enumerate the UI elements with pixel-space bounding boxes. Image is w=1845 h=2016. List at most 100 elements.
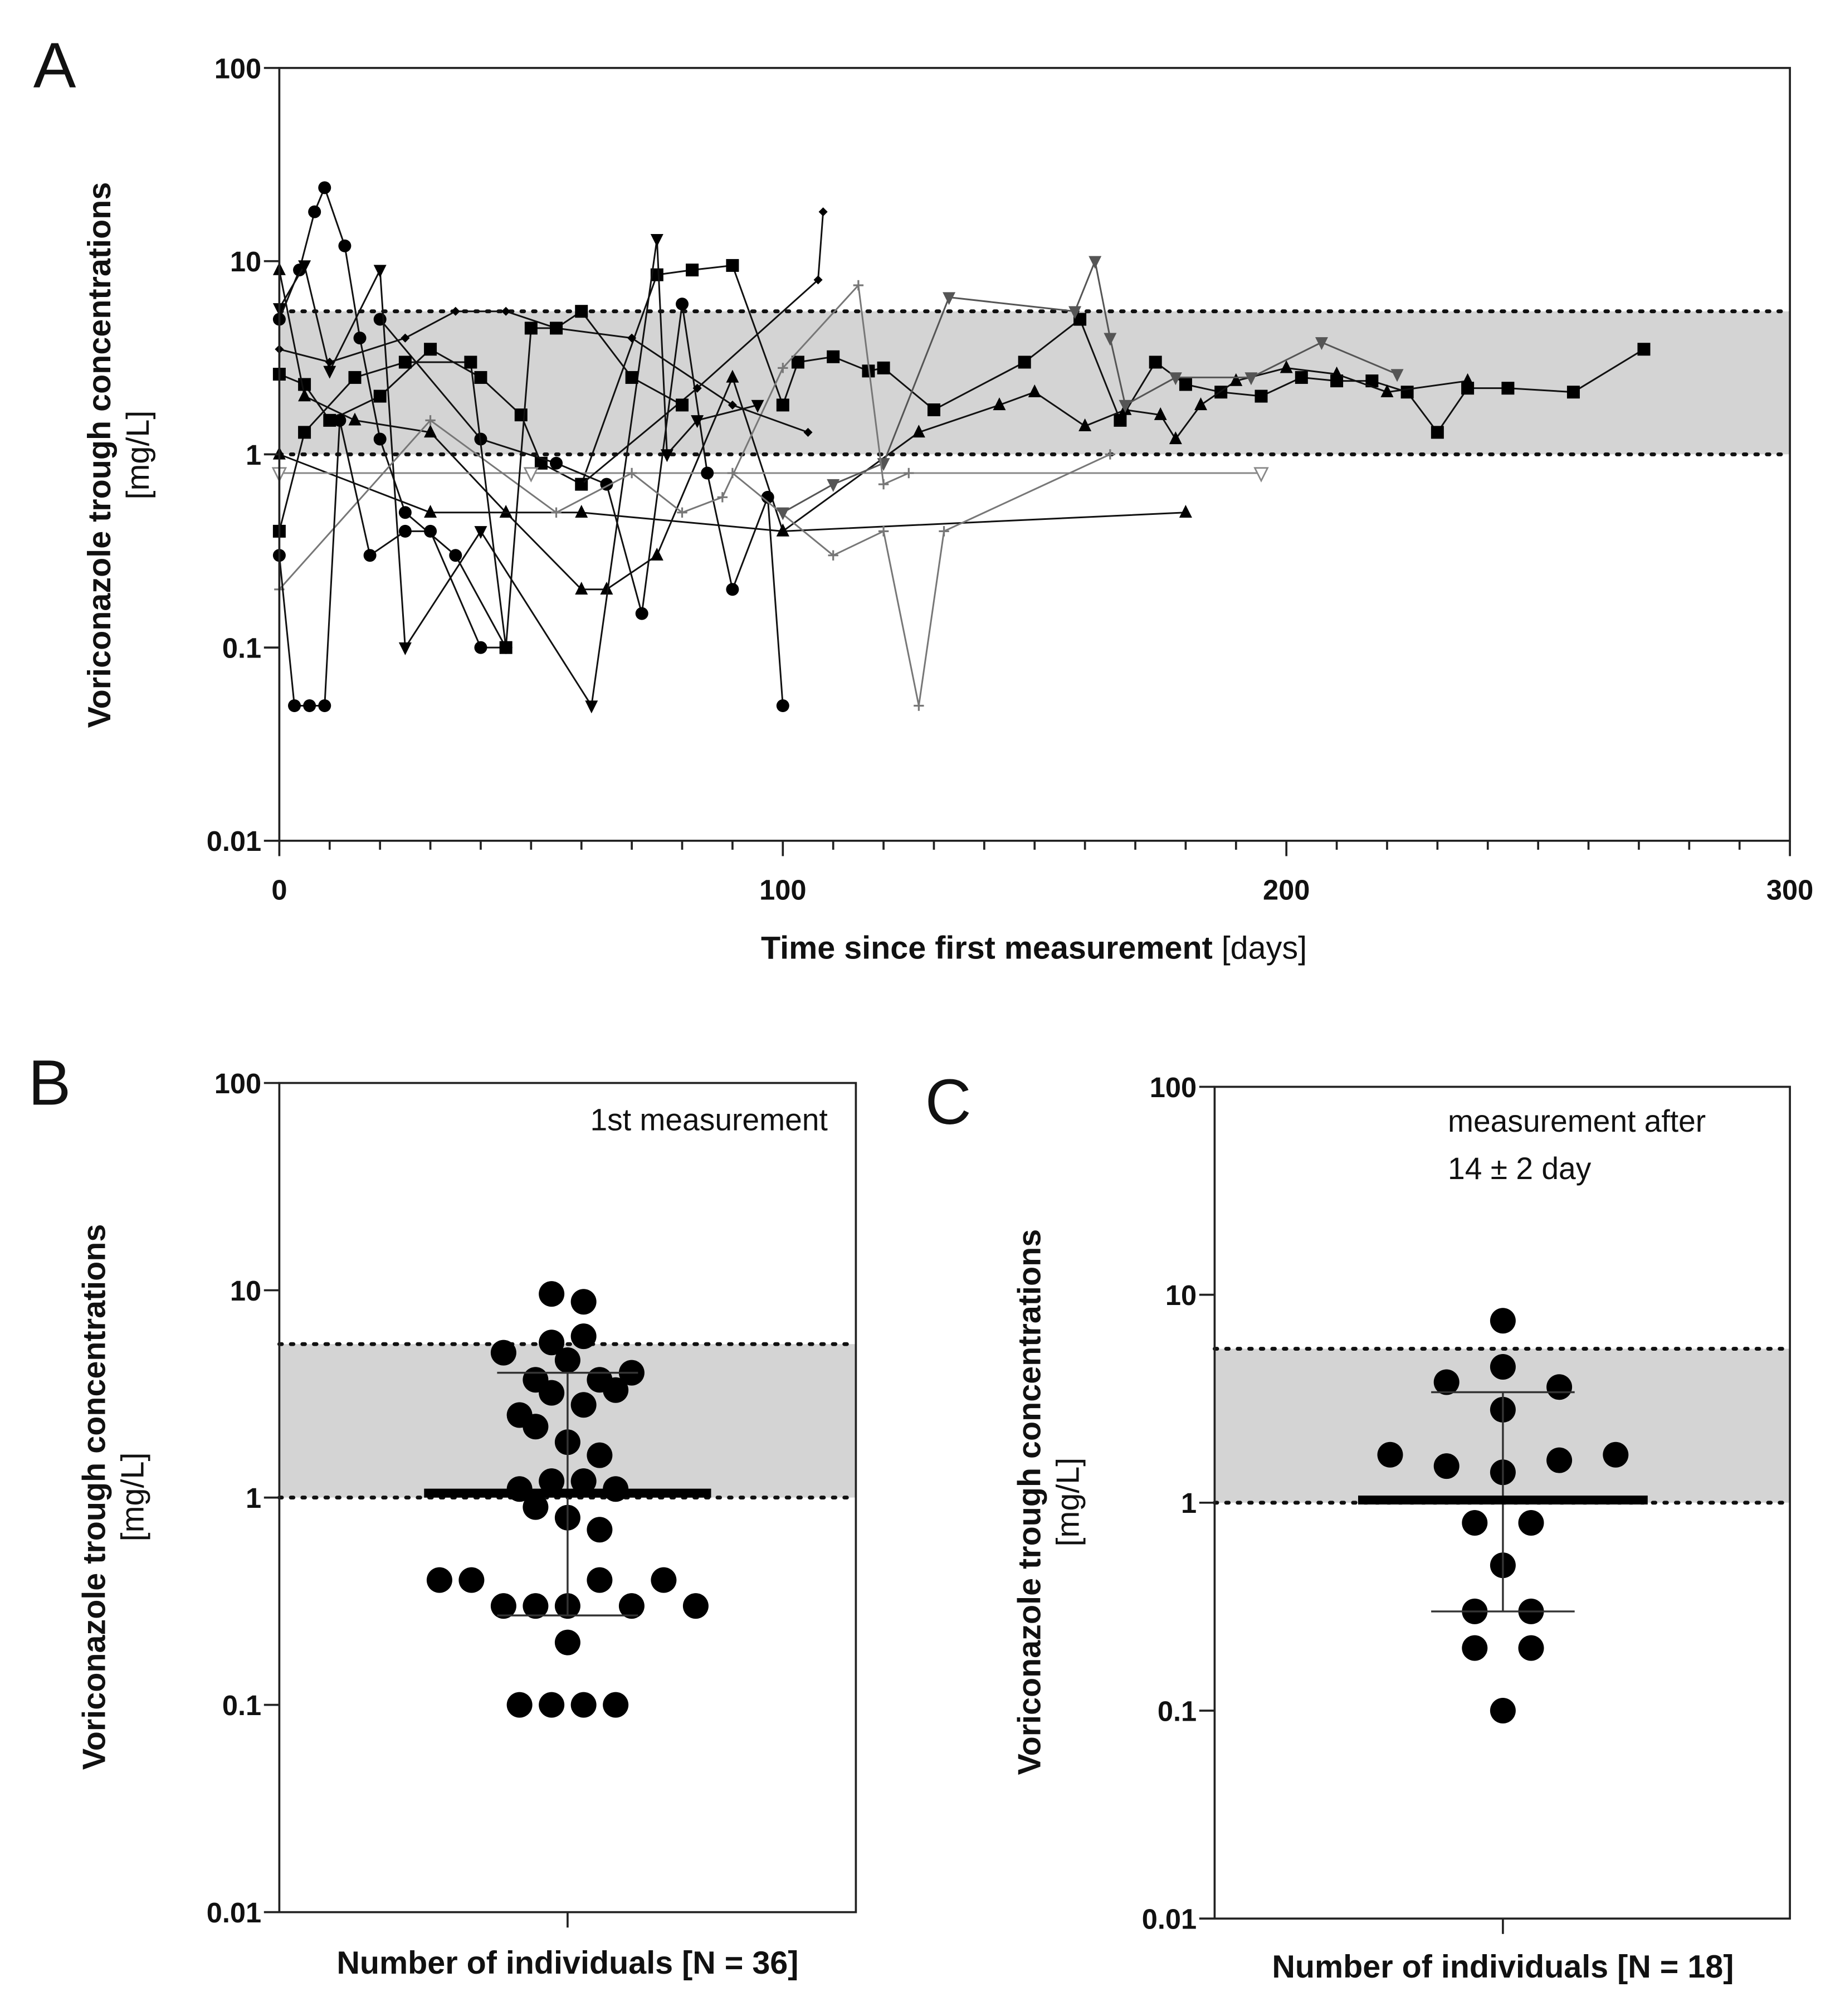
plus-marker [626,468,637,479]
square-marker [550,322,563,335]
triangle-up-marker [1194,397,1208,411]
square-marker [686,264,699,277]
series [272,446,1192,537]
triangle-up-marker [575,581,588,595]
square-marker [650,268,663,281]
data-point [587,1517,613,1543]
y-axis-title: Voriconazole trough concentrations [mg/L… [77,1224,151,1770]
square-marker [827,350,840,363]
panel-a: A 0.01 0.1 1 10 100 0 100 200 300 Time s… [33,30,1814,966]
data-point [570,1323,597,1350]
square-marker [1295,371,1308,384]
series-line [379,304,784,706]
series-line [279,283,909,590]
panel-letter-a: A [33,30,76,101]
plus-marker [939,526,949,537]
square-marker [514,408,528,422]
data-point [539,1468,565,1494]
svg-text:[mg/L]: [mg/L] [120,411,156,500]
data-point [1462,1509,1488,1536]
plus-marker [677,507,687,518]
panel-letter-c: C [925,1067,972,1138]
triangle-up-marker [600,581,613,595]
data-point [1603,1442,1629,1468]
square-marker [1365,374,1379,388]
data-point [523,1494,549,1520]
y-tick-label: 100 [214,1068,261,1099]
square-marker [464,356,477,369]
square-marker [877,361,890,374]
data-point [1433,1453,1460,1479]
triangle-down-marker [650,233,663,247]
svg-text:Voriconazole trough concentrat: Voriconazole trough concentrations [77,1224,113,1770]
svg-text:Voriconazole trough concentrat: Voriconazole trough concentrations [1012,1229,1048,1775]
series-line [580,212,824,485]
series [776,256,1404,520]
triangle-down-marker [585,700,598,714]
y-tick-label: 1 [246,439,261,471]
target-range-band [277,309,1792,456]
series [727,449,1116,711]
triangle-up-marker [776,523,789,537]
data-point [570,1692,597,1718]
data-point [651,1567,677,1593]
triangle-up-marker [1330,366,1344,379]
y-tick-label: 10 [230,1275,261,1307]
triangle-up-marker [499,504,512,518]
triangle-down-marker [1068,306,1082,319]
y-tick-label: 0.01 [207,825,261,857]
diamond-marker [803,427,813,437]
data-point [506,1692,533,1718]
triangle-up-marker [1179,504,1192,518]
series [271,467,1269,483]
data-point [554,1347,580,1374]
data-point [1518,1509,1544,1536]
circle-marker [333,413,346,427]
y-tick-label: 100 [214,52,261,84]
triangle-up-marker [424,504,437,518]
y-tick-label: 0.01 [1142,1903,1197,1935]
data-point [490,1340,516,1366]
data-point [1433,1369,1460,1395]
square-marker [1501,382,1515,395]
x-axis-title: Time since first measurement [days] [761,930,1307,966]
plus-marker [904,468,914,479]
circle-marker [308,205,321,218]
triangle-up-marker [1169,431,1182,445]
data-point [554,1629,580,1655]
triangle-down-marker [1390,369,1404,382]
data-point [1462,1635,1488,1661]
data-point [618,1593,645,1619]
triangle-down-marker [1089,256,1102,269]
y-tick-label: 1 [246,1482,261,1514]
y-tick-label: 100 [1150,1072,1197,1103]
square-marker [1400,386,1414,399]
x-axis-title: Number of individuals [N = 18] [1272,1949,1734,1985]
x-axis-title: Number of individuals [N = 36] [336,1945,798,1981]
panel-c: C 0.01 0.1 1 10 100 measurement after 14… [925,1067,1792,1985]
series-line [278,420,506,707]
triangle-down-marker [1169,372,1182,386]
y-tick-label: 1 [1181,1487,1197,1519]
square-marker [474,371,487,384]
square-marker [1637,343,1651,356]
plus-marker [853,280,864,291]
square-marker [499,641,512,654]
series-line [279,454,1186,532]
square-marker [1149,356,1162,369]
y-tick-labels: 0.01 0.1 1 10 100 [207,1068,261,1929]
square-marker [323,413,336,427]
axes [263,67,1791,856]
data-point [523,1593,549,1619]
series-line [279,264,1644,486]
panel-letter-b: B [28,1048,71,1119]
y-axis-title: Voriconazole trough concentrations [mg/L… [1012,1229,1086,1775]
circle-marker [373,313,387,326]
triangle-up-marker [1154,407,1167,420]
data-point [603,1692,629,1718]
diamond-marker [577,480,586,489]
triangle-up-marker [1028,384,1041,397]
circle-marker [635,607,648,620]
x-tick-label: 300 [1766,874,1813,906]
